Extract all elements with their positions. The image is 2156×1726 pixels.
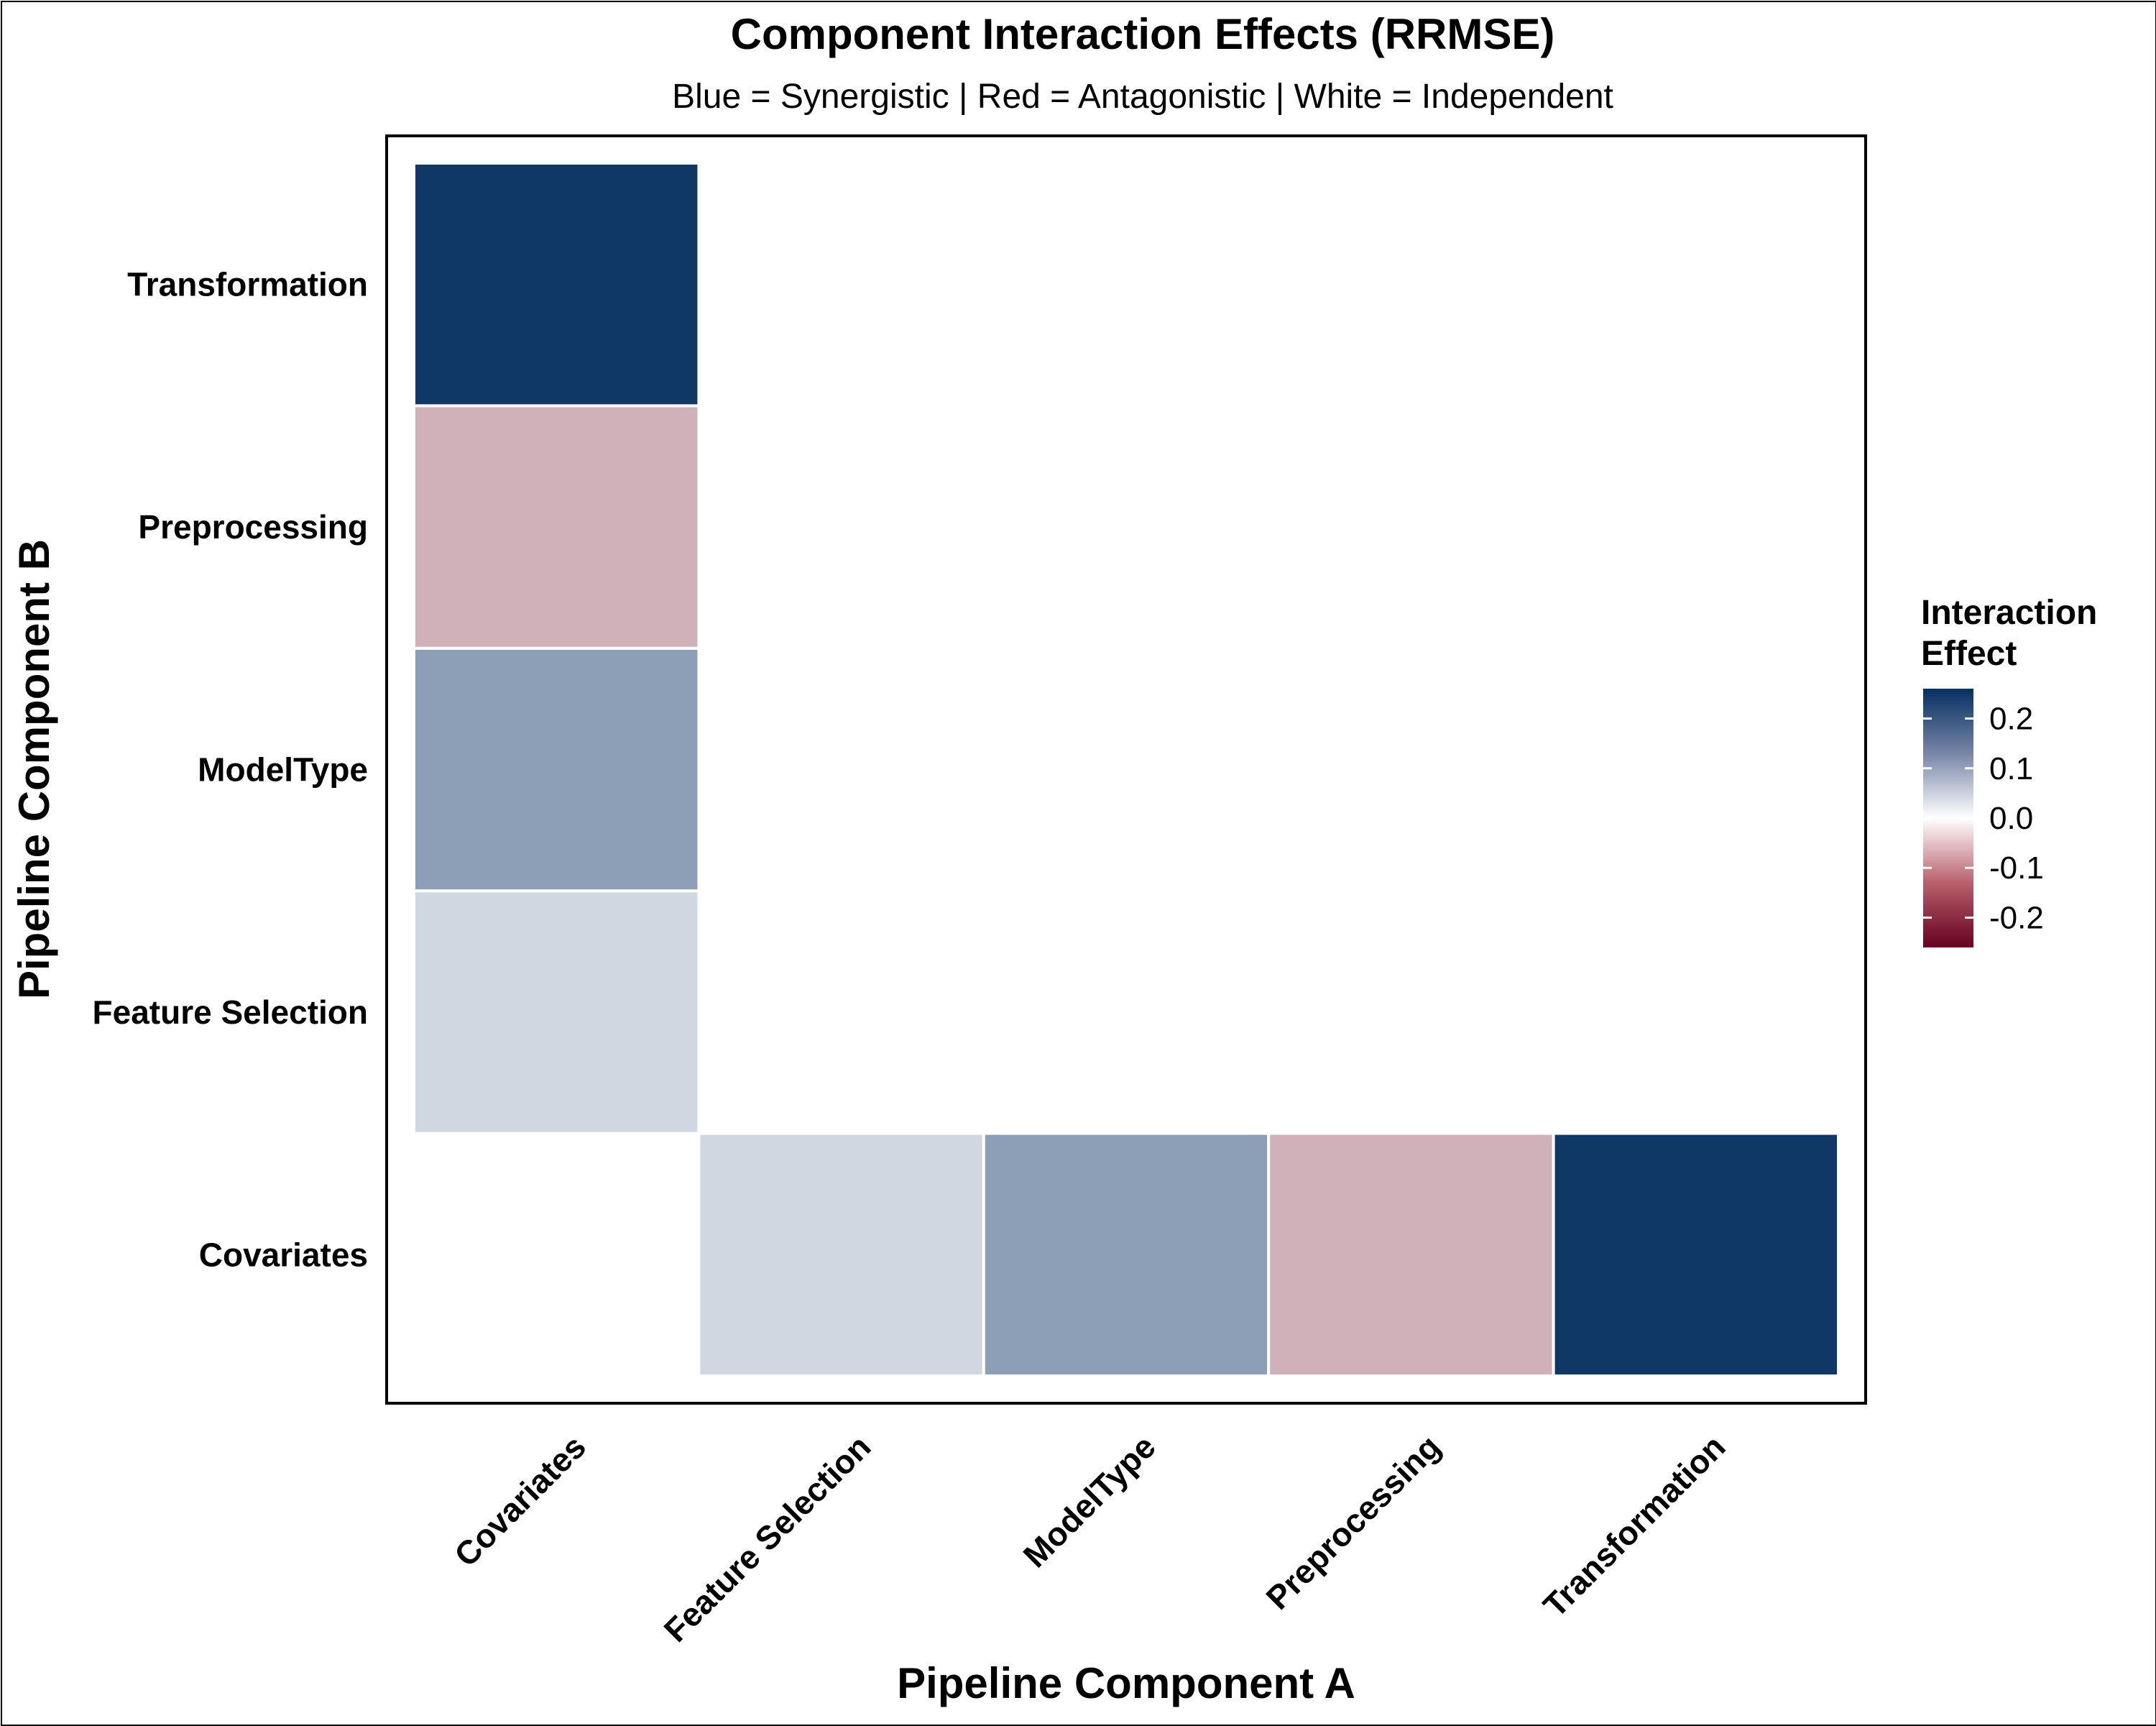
chart-title: Component Interaction Effects (RRMSE)	[731, 10, 1555, 58]
y-tick-label-covariates: Covariates	[199, 1236, 368, 1273]
legend-tick-label: -0.2	[1989, 900, 2044, 935]
x-tick-label-modeltype: ModelType	[1016, 1428, 1163, 1574]
heatmap-cell-preprocessing-covariates	[1267, 1131, 1555, 1377]
legend-tick-label: 0.1	[1989, 751, 2033, 786]
heatmap-cell-modeltype-covariates	[982, 1131, 1271, 1377]
legend-title-line-2: Effect	[1921, 635, 2017, 673]
heatmap-cell-covariates-modeltype	[413, 646, 701, 893]
x-tick-label-transformation: Transformation	[1536, 1428, 1733, 1625]
legend-tick-label: 0.0	[1989, 801, 2033, 836]
y-tick-label-modeltype: ModelType	[198, 751, 368, 789]
legend-tick-label: 0.2	[1989, 702, 2033, 737]
legend-tick-label: -0.1	[1989, 850, 2044, 886]
legend-ticks: 0.2 0.1 0.0 -0.1 -0.2	[1923, 702, 2044, 935]
x-tick-label-preprocessing: Preprocessing	[1258, 1428, 1447, 1617]
heatmap-cell-feature-selection-covariates	[697, 1131, 985, 1377]
y-tick-label-transformation: Transformation	[127, 266, 368, 303]
x-axis-title: Pipeline Component A	[897, 1659, 1355, 1707]
y-axis-title: Pipeline Component B	[10, 539, 58, 999]
x-tick-label-covariates: Covariates	[447, 1428, 593, 1574]
heatmap-cell-covariates-feature-selection	[413, 889, 701, 1135]
heatmap-cells	[413, 162, 1841, 1377]
y-tick-label-preprocessing: Preprocessing	[138, 508, 368, 546]
y-tick-label-feature-selection: Feature Selection	[93, 993, 368, 1031]
x-tick-label-feature-selection: Feature Selection	[657, 1428, 878, 1649]
legend-title-line-1: Interaction	[1921, 594, 2097, 632]
legend: Interaction Effect 0.2 0.1 0.0 -0.1 -0.2	[1921, 594, 2097, 947]
heatmap-cell-covariates-preprocessing	[413, 404, 701, 650]
chart-subtitle: Blue = Synergistic | Red = Antagonistic …	[672, 78, 1613, 116]
x-tick-labels: Covariates Feature Selection ModelType Prep…	[447, 1428, 1733, 1649]
heatmap-cell-covariates-transformation	[413, 162, 701, 408]
y-tick-labels: Covariates Feature Selection ModelType Prep…	[93, 266, 368, 1274]
heatmap-cell-transformation-covariates	[1552, 1131, 1841, 1377]
